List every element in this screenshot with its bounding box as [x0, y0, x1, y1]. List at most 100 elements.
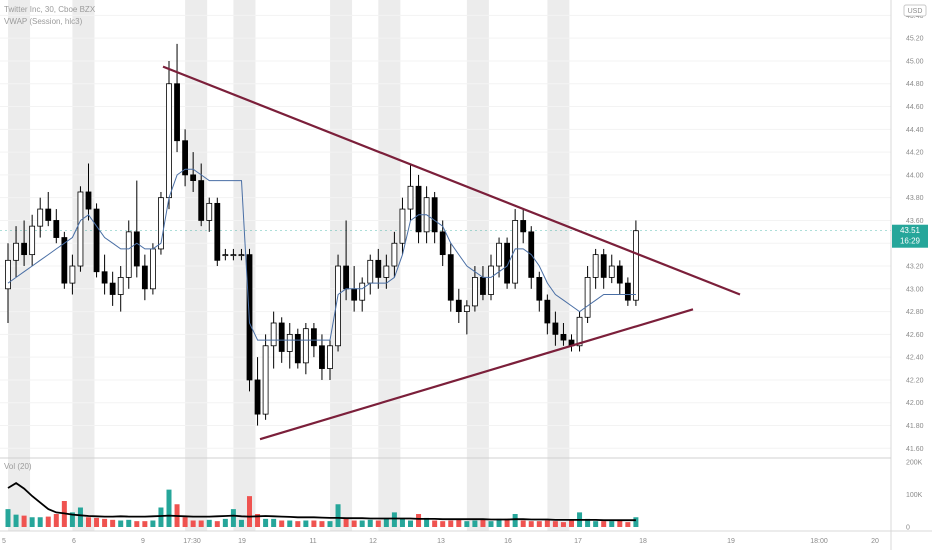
- volume-bar: [287, 520, 293, 527]
- volume-tick-label: 200K: [906, 460, 923, 467]
- volume-bar: [432, 520, 438, 527]
- candle-body: [262, 345, 269, 415]
- candle-body: [61, 237, 68, 284]
- last-price-badge-bg: [892, 224, 928, 248]
- volume-bar: [279, 520, 285, 527]
- vwap-indicator-label[interactable]: VWAP (Session, hlc3): [4, 17, 83, 26]
- volume-bar: [375, 520, 381, 527]
- price-tick-label: 45.20: [906, 36, 924, 43]
- price-tick-label: 44.00: [906, 172, 924, 179]
- volume-bar: [536, 521, 542, 527]
- volume-bar: [158, 507, 164, 527]
- volume-bar: [424, 517, 430, 527]
- volume-bar: [94, 517, 100, 527]
- symbol-title[interactable]: Twitter Inc, 30, Cboe BZX: [4, 5, 96, 14]
- candle-body: [198, 180, 205, 221]
- candle-body: [278, 322, 285, 352]
- volume-bar: [456, 519, 462, 527]
- volume-indicator-label[interactable]: Vol (20): [4, 462, 32, 471]
- candle-body: [294, 333, 301, 364]
- volume-bar: [448, 520, 454, 527]
- volume-bar: [255, 514, 261, 527]
- trendline[interactable]: [162, 65, 741, 296]
- volume-bar: [319, 521, 325, 527]
- candle-body: [399, 208, 406, 244]
- candle-body: [447, 254, 454, 301]
- candle-body: [552, 322, 559, 335]
- volume-bar: [206, 519, 212, 527]
- volume-bar: [528, 521, 534, 527]
- candle-body: [584, 277, 591, 318]
- candle-body: [174, 83, 180, 142]
- candle-body: [480, 277, 486, 295]
- volume-bar: [383, 518, 389, 527]
- time-tick-label: 17: [574, 538, 582, 545]
- price-tick-label: 44.20: [906, 150, 924, 157]
- session-band: [330, 0, 353, 531]
- currency-badge[interactable]: [903, 4, 927, 17]
- candle-body: [109, 282, 116, 295]
- price-tick-label: 43.00: [906, 286, 924, 293]
- candle-body: [37, 208, 44, 227]
- price-tick-label: 43.80: [906, 195, 924, 202]
- trendlines[interactable]: [162, 65, 741, 441]
- volume-bar: [560, 522, 566, 527]
- volume-bar: [166, 489, 172, 527]
- volume-bar: [617, 520, 623, 527]
- candle-body: [335, 265, 341, 347]
- candle-body: [439, 231, 446, 256]
- candle-body: [166, 83, 172, 199]
- volume-bar: [134, 521, 140, 527]
- candle-body: [101, 271, 108, 284]
- candle-body: [327, 345, 333, 369]
- candle-body: [319, 345, 325, 369]
- volume-bar: [45, 516, 51, 527]
- price-tick-label: 42.00: [906, 400, 924, 407]
- volume-bar: [601, 521, 607, 527]
- candle-body: [302, 328, 309, 364]
- candle-body: [359, 282, 366, 301]
- volume-bar: [343, 518, 349, 527]
- candle-body: [141, 265, 148, 290]
- candle-body: [431, 197, 438, 233]
- price-tick-label: 41.60: [906, 446, 924, 453]
- volume-bar: [440, 521, 446, 527]
- price-tick-label: 43.20: [906, 264, 924, 271]
- time-tick-label: 19: [238, 538, 246, 545]
- candle-body: [93, 208, 100, 273]
- time-tick-label: 13: [437, 538, 445, 545]
- volume-bar: [271, 518, 277, 527]
- volume-bar: [263, 518, 269, 527]
- candle-body: [230, 254, 237, 257]
- candle-body: [149, 248, 156, 290]
- candle-body: [270, 322, 277, 347]
- volume-bar: [512, 514, 518, 527]
- bar-countdown: 16:29: [900, 237, 921, 246]
- volume-axis: 200K 100K 0: [906, 460, 923, 532]
- last-price-badge: 43.51 16:29: [892, 224, 928, 248]
- volume-bar: [238, 519, 244, 527]
- price-tick-label: 42.60: [906, 332, 924, 339]
- volume-bar: [552, 521, 558, 527]
- volume-bar: [504, 518, 510, 527]
- time-axis[interactable]: 5 6 9 17:30 19 11 12 13 16 17 18 19 18:00 20: [2, 538, 879, 545]
- candle-body: [616, 265, 623, 284]
- time-tick-label: 16: [504, 538, 512, 545]
- volume-bar: [150, 520, 156, 527]
- trendline[interactable]: [259, 308, 694, 441]
- price-tick-label: 44.60: [906, 104, 924, 111]
- vwap-path: [7, 168, 636, 341]
- last-price-value: 43.51: [900, 226, 921, 235]
- volume-bar: [569, 520, 574, 527]
- volume-bar: [142, 521, 148, 527]
- candle-body: [624, 282, 631, 301]
- candle-body: [214, 202, 221, 261]
- volume-bar: [327, 521, 333, 527]
- candle-body: [343, 265, 350, 290]
- candle-body: [53, 220, 60, 238]
- price-tick-label: 45.00: [906, 58, 924, 65]
- candle-body: [536, 277, 543, 301]
- time-tick-label: 11: [309, 538, 316, 545]
- candle-body: [286, 333, 293, 352]
